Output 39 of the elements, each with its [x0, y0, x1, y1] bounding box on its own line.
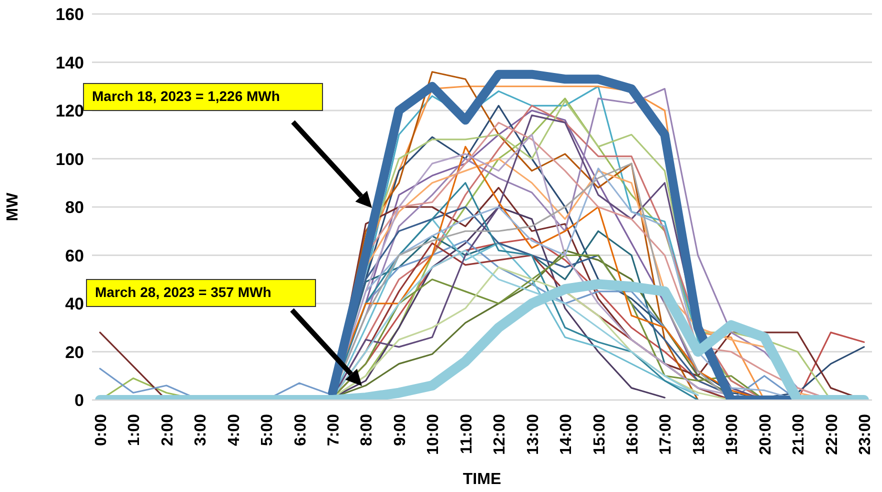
y-tick-label: 80 — [65, 198, 84, 218]
x-tick-label: 22:00 — [824, 414, 841, 455]
y-tick-label: 60 — [65, 246, 84, 266]
y-tick-label: 40 — [65, 294, 84, 314]
x-tick-label: 18:00 — [690, 414, 708, 455]
x-tick-label: 7:00 — [326, 414, 343, 446]
x-tick-label: 19:00 — [724, 414, 742, 455]
x-tick-label: 20:00 — [757, 414, 774, 455]
x-tick-label: 17:00 — [658, 414, 675, 455]
x-tick-label: 2:00 — [159, 414, 176, 446]
x-tick-label: 3:00 — [192, 414, 210, 446]
x-tick-label: 21:00 — [790, 414, 808, 455]
x-tick-label: 13:00 — [524, 414, 542, 455]
x-tick-label: 6:00 — [292, 414, 310, 446]
x-tick-label: 9:00 — [392, 414, 409, 446]
x-tick-label: 23:00 — [857, 414, 874, 455]
y-tick-label: 100 — [56, 150, 84, 169]
x-tick-label: 10:00 — [425, 414, 442, 455]
x-tick-label: 5:00 — [259, 414, 276, 446]
callout-box: March 18, 2023 = 1,226 MWh — [83, 83, 323, 111]
annotation: March 28, 2023 = 357 MWh — [95, 284, 272, 300]
x-tick-label: 1:00 — [126, 414, 144, 446]
callout-box: March 28, 2023 = 357 MWh — [86, 279, 316, 307]
x-tick-label: 12:00 — [492, 414, 509, 455]
x-tick-label: 4:00 — [226, 414, 243, 446]
y-tick-label: 120 — [56, 102, 84, 121]
annotation: March 18, 2023 = 1,226 MWh — [92, 88, 280, 104]
x-tick-label: 11:00 — [458, 414, 476, 454]
y-axis-title: MW — [4, 192, 22, 222]
y-tick-label: 0 — [74, 391, 84, 410]
y-tick-label: 160 — [56, 5, 84, 24]
x-tick-label: 14:00 — [558, 414, 576, 455]
y-tick-label: 20 — [65, 342, 84, 362]
x-axis-title: TIME — [462, 471, 502, 488]
x-tick-label: 8:00 — [358, 414, 376, 446]
x-tick-label: 16:00 — [624, 414, 642, 455]
x-tick-label: 15:00 — [591, 414, 608, 455]
y-tick-label: 140 — [56, 53, 84, 72]
x-tick-label: 0:00 — [93, 414, 110, 446]
